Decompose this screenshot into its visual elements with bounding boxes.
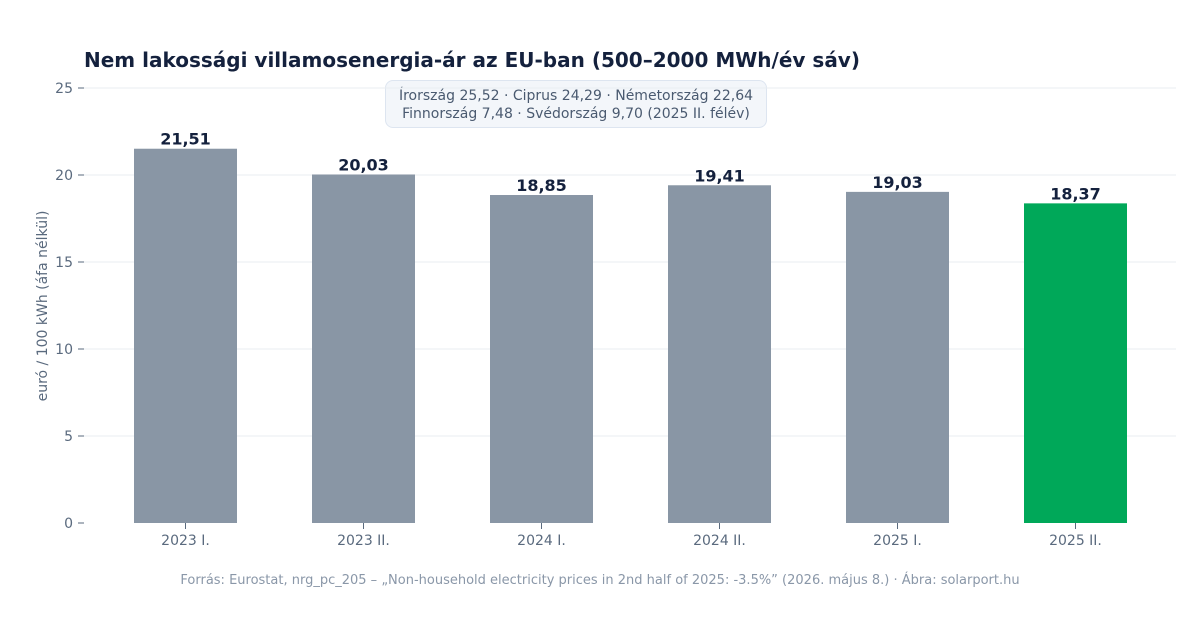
x-tick-label: 2025 I.	[873, 533, 922, 549]
x-tick-label: 2025 II.	[1049, 533, 1102, 549]
annotation-line-1: Írország 25,52 · Ciprus 24,29 · Németors…	[398, 88, 754, 104]
y-tick-label: 20	[55, 168, 73, 184]
value-label: 18,85	[516, 176, 567, 195]
y-axis-label: euró / 100 kWh (áfa nélkül)	[35, 211, 51, 402]
chart-title: Nem lakossági villamosenergia-ár az EU-b…	[84, 48, 860, 72]
x-axis: 2023 I. 2023 II. 2024 I. 2024 II. 2025 I. 202…	[161, 523, 1102, 549]
footer-source: Forrás: Eurostat, nrg_pc_205 – „Non-hous…	[180, 573, 1020, 588]
y-tick-label: 15	[55, 255, 73, 271]
value-label: 20,03	[338, 155, 389, 174]
x-tick-label: 2023 II.	[337, 533, 390, 549]
value-label: 19,03	[872, 173, 923, 192]
y-tick-label: 5	[64, 429, 73, 445]
value-label: 18,37	[1050, 184, 1101, 203]
bar-2023-i	[134, 148, 237, 523]
annotation-line-2: Finnország 7,48 · Svédország 9,70 (2025 …	[402, 106, 750, 122]
x-tick-label: 2024 II.	[693, 533, 746, 549]
bar-2024-ii	[668, 185, 771, 524]
x-tick-label: 2023 I.	[161, 533, 210, 549]
y-tick-label: 10	[55, 342, 73, 358]
value-labels: 21,51 20,03 18,85 19,41 19,03 18,37	[160, 130, 1101, 204]
value-label: 19,41	[694, 166, 745, 185]
bar-2023-ii	[312, 174, 415, 523]
y-tick-label: 0	[64, 516, 73, 532]
y-tick-label: 25	[55, 81, 73, 97]
x-tick-label: 2024 I.	[517, 533, 566, 549]
grid-lines	[84, 87, 1176, 437]
bar-2024-i	[490, 195, 593, 523]
y-axis: 0 5 10 15 20 25	[55, 81, 84, 532]
bar-2025-i	[846, 191, 949, 524]
value-label: 21,51	[160, 130, 211, 149]
bar-2025-ii	[1024, 203, 1127, 523]
bars	[134, 148, 1127, 524]
